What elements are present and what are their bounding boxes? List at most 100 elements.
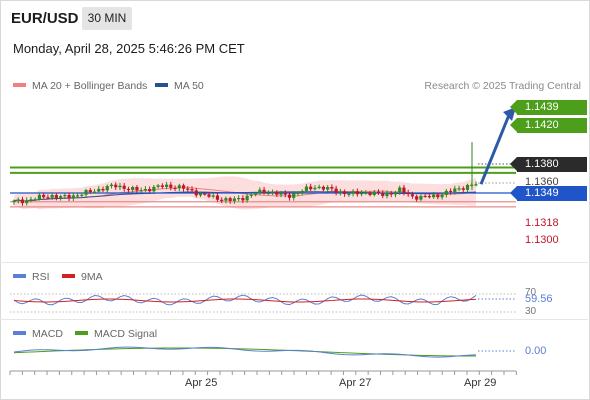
candle-body [474, 184, 478, 186]
legend-label: MA 50 [174, 80, 204, 92]
candle-body [143, 189, 147, 191]
candle-body [126, 188, 131, 191]
last-price-tag: 1.1380 [510, 157, 587, 172]
reference-level-label: 1.1360 [525, 176, 559, 188]
rsi-upper-label: 70 [525, 287, 537, 298]
rsi-value-label: 59.56 [525, 293, 553, 305]
x-tick-apr27: Apr 27 [339, 377, 372, 389]
macd-line [13, 346, 477, 358]
candle-body [224, 198, 228, 201]
candle-body [423, 195, 427, 198]
forecast-arrow [479, 114, 511, 185]
research-credit: Research © 2025 Trading Central [424, 80, 581, 92]
symbol-title: EUR/USD [11, 10, 79, 27]
candle-body [29, 199, 33, 201]
candle-body [50, 195, 54, 198]
candle-body [16, 199, 20, 201]
candle-body [203, 193, 207, 195]
candle-body [109, 184, 114, 187]
candle-body [237, 197, 241, 200]
candle-body [169, 184, 173, 188]
candle-body [220, 199, 224, 201]
candle-body [42, 194, 46, 198]
candle-body [245, 195, 249, 201]
candle-body [88, 190, 92, 193]
candle-body [84, 190, 88, 195]
candle-body [135, 187, 139, 191]
candle-body [296, 192, 300, 194]
candle-body [215, 195, 220, 200]
legend-ma50: MA 50 [155, 80, 204, 92]
candle-body [190, 189, 194, 191]
candle-body [101, 188, 105, 191]
timeframe-button[interactable]: 30 MIN [82, 7, 132, 30]
candle-body [359, 192, 364, 195]
candle-body [453, 188, 457, 192]
candle-body [317, 186, 321, 188]
candle-body [253, 193, 258, 195]
candle-body [326, 187, 330, 190]
legend-swatch [13, 274, 26, 279]
candle-body [131, 187, 135, 191]
candle-body [279, 193, 283, 195]
candle-body [114, 184, 118, 188]
candle-body [457, 188, 461, 190]
legend-label: RSI [32, 271, 50, 283]
candle-body [97, 188, 101, 192]
candle-body [258, 189, 262, 194]
candle-body [440, 194, 444, 198]
candle-body [266, 192, 270, 195]
candle-body [46, 197, 50, 199]
candle-body [249, 194, 253, 196]
candle-body [432, 194, 436, 198]
candle-body [270, 191, 275, 193]
candle-body [393, 191, 398, 195]
candle-body [461, 188, 465, 190]
candle-body [262, 189, 266, 194]
candle-body [54, 195, 58, 198]
candle-body [160, 185, 164, 187]
candle-body [173, 187, 177, 189]
legend-swatch [62, 274, 75, 279]
candle-body [181, 185, 186, 189]
candle-body [156, 185, 160, 187]
legend-label: MACD Signal [94, 328, 158, 340]
x-tick-apr29: Apr 29 [464, 377, 497, 389]
candle-body [398, 187, 402, 192]
candle-body [410, 194, 415, 197]
candle-body [75, 195, 80, 197]
candle-body [139, 190, 143, 192]
candle-body [20, 199, 25, 204]
candle-body [402, 187, 406, 193]
candle-body [300, 190, 304, 193]
candle-body [330, 187, 334, 189]
candle-body [177, 185, 181, 189]
candle-body [444, 190, 448, 195]
legend-macd-signal: MACD Signal [75, 328, 157, 340]
candle-body [122, 185, 126, 189]
candle-body [37, 194, 42, 200]
candle-body [381, 193, 385, 196]
macd-value-label: 0.00 [525, 345, 547, 357]
candle-body [338, 191, 342, 193]
legend-swatch [13, 83, 26, 88]
legend-swatch [13, 331, 26, 336]
candle-body [67, 194, 71, 199]
candle-body [419, 195, 423, 200]
legend-label: MA 20 + Bollinger Bands [32, 80, 148, 92]
candle-body [105, 186, 109, 191]
candle-body [372, 191, 376, 196]
resistance-1-tag: 1.1420 [510, 118, 587, 133]
candle-body [25, 200, 29, 204]
panel-divider [0, 319, 588, 320]
candle-body [465, 184, 470, 190]
legend-swatch [75, 331, 88, 336]
candle-body [427, 196, 431, 198]
candle-body [389, 193, 393, 195]
candle-body [364, 192, 368, 194]
candle-body [198, 193, 203, 196]
candle-body [368, 192, 372, 196]
candle-body [63, 194, 67, 197]
candle-body [292, 193, 296, 198]
